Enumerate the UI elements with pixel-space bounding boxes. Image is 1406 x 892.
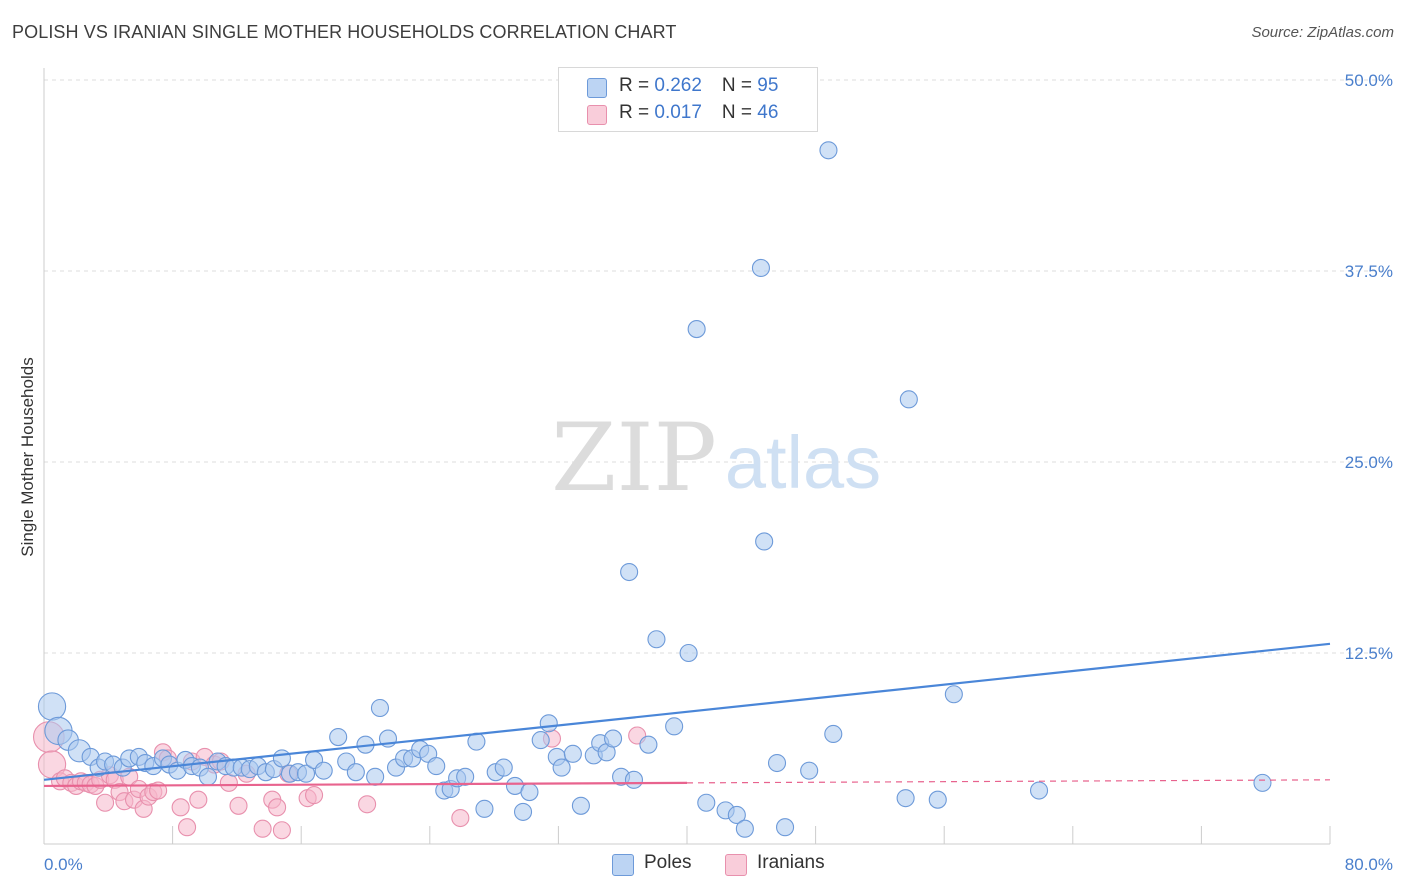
poles-point [296, 764, 316, 783]
legend-poles-r-label: R = [619, 75, 655, 96]
poles-point [751, 258, 770, 277]
iranians-point [96, 793, 115, 812]
iranians-swatch-icon [587, 105, 607, 125]
poles-point [1253, 773, 1272, 792]
source-credit: Source: ZipAtlas.com [1251, 24, 1394, 41]
poles-trend-line [43, 642, 1331, 781]
y-tick-label: 25.0% [1345, 453, 1393, 472]
trend-lines [43, 642, 1331, 788]
iranians-point [253, 819, 272, 838]
poles-point [370, 698, 390, 718]
poles-point [687, 320, 706, 339]
poles-point [37, 692, 67, 721]
poles-point [899, 390, 918, 409]
poles-point [735, 819, 754, 838]
poles-point [272, 749, 291, 768]
poles-point [475, 799, 494, 818]
legend-iranians-r-value: 0.017 [654, 102, 702, 123]
poles-point [755, 532, 774, 551]
chart-title: POLISH VS IRANIAN SINGLE MOTHER HOUSEHOL… [12, 22, 677, 42]
poles-point [624, 770, 644, 789]
bottom-legend-iranians-label: Iranians [757, 852, 825, 873]
poles-point [639, 735, 658, 754]
poles-point [563, 744, 582, 763]
iranians-point [305, 786, 324, 805]
legend-iranians-r-label: R = [619, 102, 655, 123]
iranians-point [189, 790, 208, 809]
iranians-point [171, 798, 190, 817]
poles-point [824, 724, 843, 744]
legend-poles-n-value: 95 [757, 75, 779, 96]
y-tick-label: 50.0% [1345, 71, 1393, 90]
poles-point [647, 630, 666, 649]
tick-labels: 12.5% 25.0% 37.5% 50.0% 0.0% 80.0% [44, 71, 1393, 874]
iranians-point [219, 773, 238, 792]
watermark-zip: ZIP [551, 404, 717, 513]
legend-iranians-text: R = 0.017 N = 46 [619, 102, 778, 124]
poles-point [896, 789, 915, 808]
y-tick-label: 37.5% [1345, 262, 1393, 281]
poles-swatch-icon [587, 78, 607, 98]
poles-point [776, 818, 795, 837]
poles-point [1029, 781, 1049, 800]
poles-point [665, 717, 684, 736]
watermark-atlas: atlas [725, 421, 881, 504]
legend-poles-text: R = 0.262 N = 95 [619, 75, 778, 97]
iranians-trend-line [43, 781, 688, 788]
poles-point [767, 753, 787, 773]
poles-legend-icon [612, 854, 634, 876]
poles-point [928, 790, 947, 809]
poles-point [329, 727, 348, 747]
poles-point [513, 802, 533, 821]
poles-point [520, 782, 539, 802]
poles-point [494, 758, 513, 777]
poles-point [819, 141, 838, 160]
gridlines [44, 79, 1390, 654]
legend-iranians-n-value: 46 [757, 102, 779, 123]
iranians-point [229, 796, 248, 815]
poles-point [944, 685, 963, 704]
iranians-point [451, 808, 470, 828]
iranians-point [272, 821, 291, 840]
iranians-point [268, 798, 287, 817]
legend-iranians-n-label: N = [721, 102, 758, 123]
poles-point [346, 763, 365, 782]
iranians-point [358, 795, 377, 814]
poles-point [697, 793, 716, 812]
x-tick-label-max: 80.0% [1345, 855, 1393, 874]
poles-point [366, 767, 385, 786]
iranians-point [178, 818, 197, 837]
poles-point [571, 796, 590, 815]
poles-point [198, 767, 218, 786]
poles-point [314, 761, 333, 780]
poles-point [800, 761, 819, 780]
x-tick-label-min: 0.0% [44, 855, 83, 874]
iranians-trend-extension [686, 779, 1331, 784]
iranians-legend-icon [725, 854, 747, 876]
y-tick-label: 12.5% [1345, 644, 1393, 663]
poles-point [604, 729, 623, 748]
poles-point [552, 758, 571, 777]
legend-poles-n-label: N = [721, 75, 758, 96]
poles-point [539, 714, 558, 733]
stats-legend: R = 0.262 N = 95 R = 0.017 N = 46 [558, 67, 818, 132]
poles-point [531, 731, 550, 750]
poles-point [427, 757, 446, 776]
poles-point [727, 805, 746, 825]
poles-point [679, 643, 698, 663]
bottom-legend-poles-label: Poles [644, 852, 692, 873]
poles-point [620, 562, 639, 582]
poles-point [456, 767, 475, 786]
legend-poles-r-value: 0.262 [654, 75, 702, 96]
